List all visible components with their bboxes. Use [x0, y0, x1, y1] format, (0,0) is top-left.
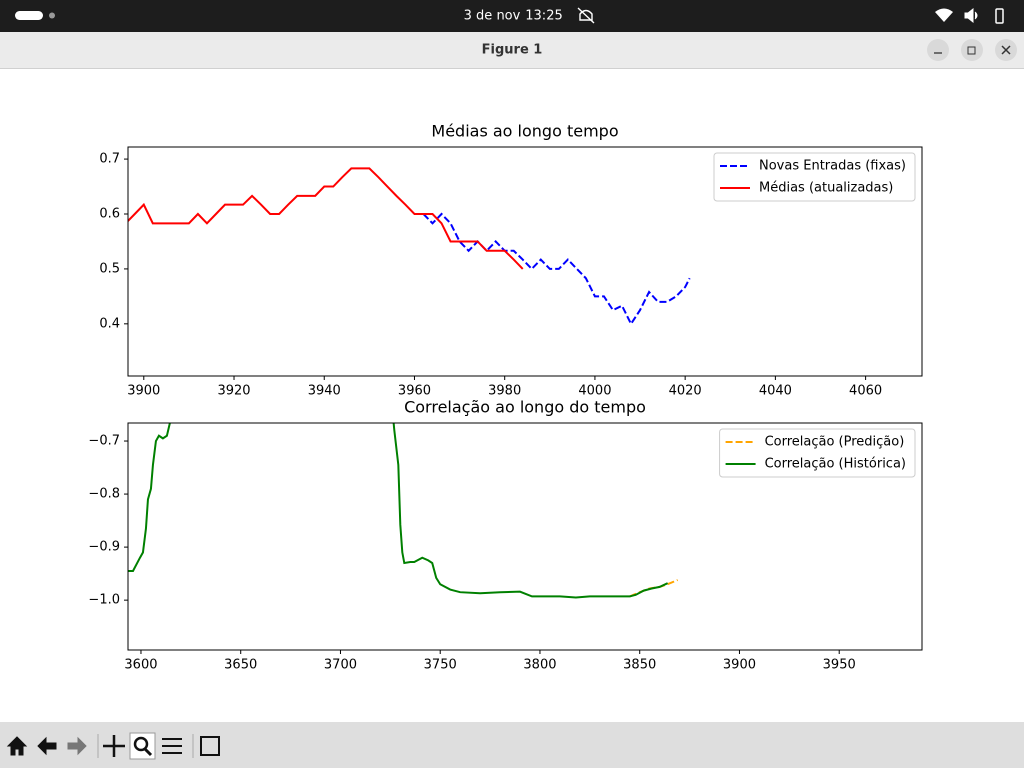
- legend-frame: [713, 152, 916, 202]
- zoom-handle: [143, 747, 153, 757]
- x-tick-label: 3600: [124, 658, 157, 673]
- workspace-dot[interactable]: [49, 12, 55, 19]
- x-tick-label: 3650: [224, 658, 257, 673]
- pan-button[interactable]: [103, 735, 125, 757]
- zoom-icon: [133, 736, 149, 752]
- x-tick-label: 3960: [398, 384, 431, 399]
- x-tick-label: 3920: [217, 384, 250, 399]
- chart-title: Correlação ao longo do tempo: [404, 398, 646, 417]
- x-tick-label: 4020: [669, 384, 702, 399]
- legend-label: Médias (atualizadas): [759, 181, 893, 196]
- bell-muted-icon: [577, 7, 595, 24]
- workspace-indicator[interactable]: [15, 11, 43, 20]
- save-button[interactable]: [200, 736, 220, 756]
- x-tick-label: 3940: [308, 384, 341, 399]
- series-line: [128, 167, 524, 270]
- back-button[interactable]: [37, 736, 57, 756]
- chart: Médias ao longo tempo 3900 3920 3940 3960 398…: [99, 122, 923, 399]
- y-tick-label: −0.7: [88, 434, 120, 449]
- y-tick-label: −0.8: [88, 487, 120, 502]
- y-tick-label: 0.7: [99, 152, 120, 167]
- series-line: [128, 423, 669, 599]
- y-tick-label: 0.4: [99, 316, 120, 331]
- volume-icon[interactable]: [964, 7, 978, 24]
- y-tick-label: −0.9: [88, 540, 120, 555]
- plot-frame: [127, 422, 923, 651]
- legend-frame: [719, 428, 916, 478]
- y-tick-label: 0.5: [99, 261, 120, 276]
- y-tick-label: −1.0: [88, 593, 120, 608]
- y-tick-label: 0.6: [99, 206, 120, 221]
- legend: Novas Entradas (fixas) Médias (atualizada…: [713, 152, 916, 202]
- chart-title: Médias ao longo tempo: [431, 122, 618, 141]
- maximize-button[interactable]: [961, 39, 983, 61]
- forward-button[interactable]: [67, 736, 87, 756]
- chart: Correlação ao longo do tempo 3600 3650 3700…: [88, 398, 923, 673]
- toolbar-icons: [6, 732, 220, 760]
- minimize-button[interactable]: [927, 39, 949, 61]
- battery-icon[interactable]: [995, 8, 1004, 24]
- time[interactable]: 13:25: [525, 9, 562, 24]
- legend-label: Correlação (Predição): [765, 435, 905, 450]
- wifi-icon[interactable]: [935, 8, 953, 23]
- configure-button[interactable]: [162, 738, 182, 754]
- series-line: [422, 212, 691, 326]
- zoom-button[interactable]: [129, 732, 156, 760]
- legend-label: Novas Entradas (fixas): [759, 159, 906, 174]
- window-title: Figure 1: [482, 43, 543, 58]
- x-tick-label: 3700: [324, 658, 357, 673]
- x-tick-label: 4040: [759, 384, 792, 399]
- x-tick-label: 3900: [127, 384, 160, 399]
- legend: Correlação (Predição) Correlação (Históri…: [719, 428, 916, 478]
- close-button[interactable]: [995, 39, 1017, 61]
- top-bar: [0, 0, 1024, 32]
- x-tick-label: 3900: [723, 658, 756, 673]
- home-button[interactable]: [6, 736, 28, 756]
- legend-label: Correlação (Histórica): [765, 457, 906, 472]
- x-tick-label: 3980: [488, 384, 521, 399]
- plot-frame: [127, 146, 923, 377]
- title-bar: [0, 32, 1024, 69]
- date[interactable]: 3 de nov: [464, 9, 521, 24]
- x-tick-label: 4060: [849, 384, 882, 399]
- x-tick-label: 3850: [623, 658, 656, 673]
- x-tick-label: 3950: [823, 658, 856, 673]
- x-tick-label: 3750: [424, 658, 457, 673]
- x-tick-label: 3800: [523, 658, 556, 673]
- x-tick-label: 4000: [578, 384, 611, 399]
